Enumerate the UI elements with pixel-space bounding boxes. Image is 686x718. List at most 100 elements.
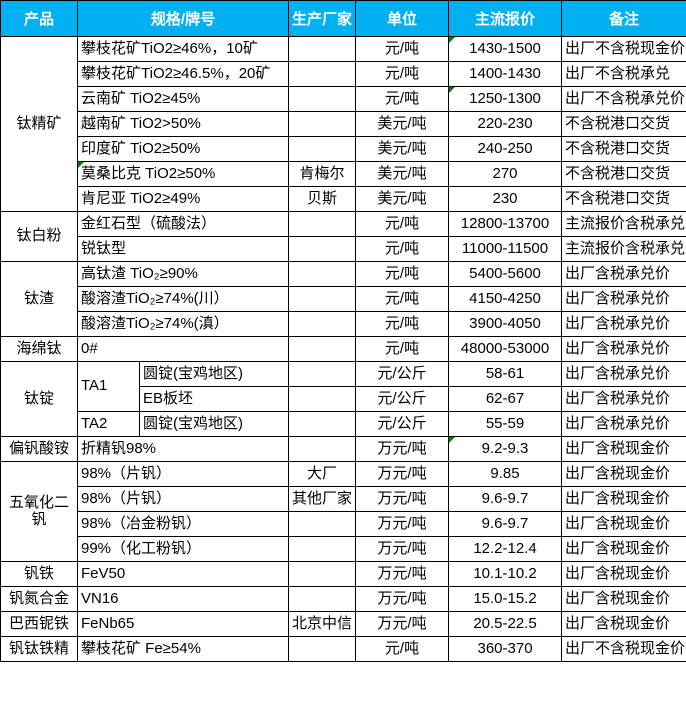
unit-cell[interactable]: 万元/吨: [355, 511, 450, 537]
price-cell[interactable]: 1430-1500: [448, 36, 563, 62]
unit-cell[interactable]: 元/吨: [355, 261, 450, 287]
price-cell[interactable]: 9.6-9.7: [448, 511, 563, 537]
manufacturer-cell[interactable]: [288, 411, 357, 437]
price-cell[interactable]: 240-250: [448, 136, 563, 162]
unit-cell[interactable]: 元/公斤: [355, 386, 450, 412]
unit-cell[interactable]: 万元/吨: [355, 536, 450, 562]
spec-cell[interactable]: 99%（化工粉钒）: [76, 536, 290, 562]
manufacturer-cell[interactable]: 肯梅尔: [288, 161, 357, 187]
remark-cell[interactable]: 出厂不含税承兑价: [561, 86, 686, 112]
manufacturer-cell[interactable]: [288, 511, 357, 537]
price-cell[interactable]: 15.0-15.2: [448, 586, 563, 612]
unit-cell[interactable]: 万元/吨: [355, 436, 450, 462]
header-remark[interactable]: 备注: [561, 0, 686, 37]
remark-cell[interactable]: 出厂含税承兑价: [561, 311, 686, 337]
unit-cell[interactable]: 元/吨: [355, 61, 450, 87]
price-cell[interactable]: 9.6-9.7: [448, 486, 563, 512]
remark-cell[interactable]: 出厂含税现金价: [561, 511, 686, 537]
manufacturer-cell[interactable]: [288, 336, 357, 362]
price-cell[interactable]: 9.2-9.3: [448, 436, 563, 462]
price-cell[interactable]: 1400-1430: [448, 61, 563, 87]
unit-cell[interactable]: 万元/吨: [355, 561, 450, 587]
unit-cell[interactable]: 万元/吨: [355, 461, 450, 487]
remark-cell[interactable]: 出厂含税现金价: [561, 561, 686, 587]
unit-cell[interactable]: 万元/吨: [355, 586, 450, 612]
unit-cell[interactable]: 元/吨: [355, 286, 450, 312]
manufacturer-cell[interactable]: [288, 36, 357, 62]
spec-cell[interactable]: 攀枝花矿 Fe≥54%: [76, 636, 290, 662]
manufacturer-cell[interactable]: [288, 61, 357, 87]
spec-cell[interactable]: 肯尼亚 TiO2≥49%: [76, 186, 290, 212]
spec-cell[interactable]: 酸溶渣TiO₂≥74%(川）: [76, 286, 290, 312]
manufacturer-cell[interactable]: [288, 136, 357, 162]
remark-cell[interactable]: 不含税港口交货: [561, 186, 686, 212]
spec-cell[interactable]: 98%（片钒）: [76, 486, 290, 512]
remark-cell[interactable]: 出厂含税承兑价: [561, 386, 686, 412]
price-cell[interactable]: 5400-5600: [448, 261, 563, 287]
manufacturer-cell[interactable]: [288, 236, 357, 262]
product-cell[interactable]: 钛渣: [0, 261, 78, 337]
manufacturer-cell[interactable]: [288, 211, 357, 237]
manufacturer-cell[interactable]: 贝斯: [288, 186, 357, 212]
price-cell[interactable]: 4150-4250: [448, 286, 563, 312]
manufacturer-cell[interactable]: [288, 536, 357, 562]
unit-cell[interactable]: 元/吨: [355, 336, 450, 362]
product-cell[interactable]: 钛锭: [0, 361, 78, 437]
manufacturer-cell[interactable]: [288, 111, 357, 137]
price-cell[interactable]: 12.2-12.4: [448, 536, 563, 562]
price-cell[interactable]: 10.1-10.2: [448, 561, 563, 587]
price-cell[interactable]: 48000-53000: [448, 336, 563, 362]
remark-cell[interactable]: 出厂含税承兑价: [561, 286, 686, 312]
remark-cell[interactable]: 出厂含税现金价: [561, 436, 686, 462]
unit-cell[interactable]: 元/公斤: [355, 411, 450, 437]
spec-cell[interactable]: 攀枝花矿TiO2≥46%，10矿: [76, 36, 290, 62]
product-cell[interactable]: 偏钒酸铵: [0, 436, 78, 462]
spec-cell[interactable]: 莫桑比克 TiO2≥50%: [76, 161, 290, 187]
product-cell[interactable]: 钛白粉: [0, 211, 78, 262]
manufacturer-cell[interactable]: [288, 636, 357, 662]
spec-cell[interactable]: 酸溶渣TiO₂≥74%(滇）: [76, 311, 290, 337]
spec-cell[interactable]: 云南矿 TiO2≥45%: [76, 86, 290, 112]
manufacturer-cell[interactable]: [288, 286, 357, 312]
unit-cell[interactable]: 元/吨: [355, 311, 450, 337]
product-cell[interactable]: 钛精矿: [0, 36, 78, 212]
manufacturer-cell[interactable]: [288, 86, 357, 112]
manufacturer-cell[interactable]: [288, 361, 357, 387]
spec-cell[interactable]: 折精钒98%: [76, 436, 290, 462]
remark-cell[interactable]: 出厂含税承兑价: [561, 261, 686, 287]
spec-cell[interactable]: 98%（冶金粉钒）: [76, 511, 290, 537]
spec-cell[interactable]: 0#: [76, 336, 290, 362]
unit-cell[interactable]: 美元/吨: [355, 136, 450, 162]
spec-cell[interactable]: 印度矿 TiO2≥50%: [76, 136, 290, 162]
unit-cell[interactable]: 美元/吨: [355, 186, 450, 212]
unit-cell[interactable]: 元/公斤: [355, 361, 450, 387]
subspec-cell[interactable]: EB板坯: [138, 386, 290, 412]
manufacturer-cell[interactable]: 其他厂家: [288, 486, 357, 512]
manufacturer-cell[interactable]: [288, 561, 357, 587]
price-cell[interactable]: 3900-4050: [448, 311, 563, 337]
price-cell[interactable]: 360-370: [448, 636, 563, 662]
remark-cell[interactable]: 出厂不含税现金价: [561, 636, 686, 662]
price-cell[interactable]: 1250-1300: [448, 86, 563, 112]
remark-cell[interactable]: 主流报价含税承兑: [561, 211, 686, 237]
product-cell[interactable]: 巴西铌铁: [0, 611, 78, 637]
price-cell[interactable]: 12800-13700: [448, 211, 563, 237]
subspec-cell[interactable]: 圆锭(宝鸡地区): [138, 411, 290, 437]
price-cell[interactable]: 55-59: [448, 411, 563, 437]
grade-cell[interactable]: TA1: [77, 361, 140, 412]
spec-cell[interactable]: 攀枝花矿TiO2≥46.5%，20矿: [76, 61, 290, 87]
remark-cell[interactable]: 不含税港口交货: [561, 136, 686, 162]
spec-cell[interactable]: FeV50: [76, 561, 290, 587]
header-unit[interactable]: 单位: [355, 0, 450, 37]
product-cell[interactable]: 钒氮合金: [0, 586, 78, 612]
spec-cell[interactable]: 越南矿 TiO2>50%: [76, 111, 290, 137]
unit-cell[interactable]: 元/吨: [355, 86, 450, 112]
spec-cell[interactable]: 金红石型（硫酸法）: [76, 211, 290, 237]
unit-cell[interactable]: 元/吨: [355, 36, 450, 62]
unit-cell[interactable]: 美元/吨: [355, 111, 450, 137]
product-cell[interactable]: 海绵钛: [0, 336, 78, 362]
price-cell[interactable]: 270: [448, 161, 563, 187]
spec-cell[interactable]: 高钛渣 TiO₂≥90%: [76, 261, 290, 287]
remark-cell[interactable]: 出厂含税现金价: [561, 611, 686, 637]
remark-cell[interactable]: 不含税港口交货: [561, 161, 686, 187]
